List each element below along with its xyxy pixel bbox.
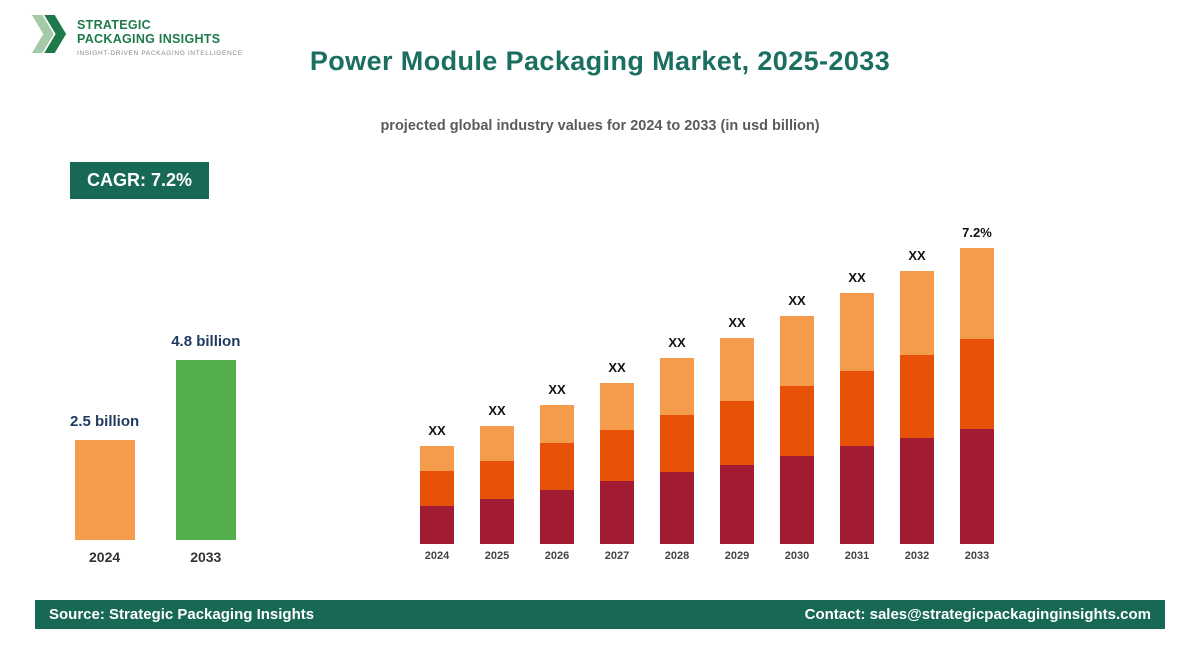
footer-bar: Source: Strategic Packaging Insights Con… [35,600,1165,629]
bar-value-label: XX [608,360,626,375]
segment-middle [960,339,994,429]
highlight-bar-group-2024: 2.5 billion 2024 [70,413,139,565]
logo: STRATEGIC PACKAGING INSIGHTS INSIGHT-DRI… [30,12,243,57]
segment-bottom [540,490,574,544]
segment-top [960,248,994,339]
bar-year-label: 2024 [424,550,450,562]
segment-top [720,338,754,401]
bar-value-label: 7.2% [962,225,992,240]
bar-year-label: 2030 [784,550,810,562]
segment-middle [420,471,454,506]
bar-year-label: 2029 [724,550,750,562]
highlight-value-label: 2.5 billion [70,413,140,430]
page-title: Power Module Packaging Market, 2025-2033 [309,46,891,76]
segment-top [540,405,574,443]
logo-name-line2: PACKAGING INSIGHTS [77,32,221,46]
bar-stack [840,293,874,544]
stacked-bar-group-2029: XX 2029 [720,315,754,562]
segment-middle [660,415,694,472]
page-subtitle: projected global industry values for 202… [380,118,820,134]
bar-year-label: 2027 [604,550,630,562]
highlight-bar-group-2033: 4.8 billion 2033 [171,333,240,565]
bar-year-label: 2031 [844,550,870,562]
segment-bottom [720,465,754,544]
source-text: Source: Strategic Packaging Insights [49,606,315,623]
segment-top [780,316,814,386]
bar-year-label: 2025 [484,550,510,562]
stacked-bar-group-2030: XX 2030 [780,293,814,562]
bar-value-label: XX [428,423,446,438]
segment-middle [600,430,634,481]
cagr-badge: CAGR: 7.2% [70,162,210,199]
logo-text: STRATEGIC PACKAGING INSIGHTS INSIGHT-DRI… [77,12,243,57]
stacked-bar-group-2026: XX 2026 [540,382,574,562]
segment-middle [480,461,514,499]
highlight-bar [74,440,135,540]
stacked-bar-group-2028: XX 2028 [660,335,694,562]
logo-name-line1: STRATEGIC [77,18,151,32]
contact-text: Contact: sales@strategicpackaginginsight… [804,606,1151,623]
bar-value-label: XX [848,270,866,285]
segment-bottom [660,472,694,544]
stacked-bar-chart: XX 2024 XX 2025 XX 2026 XX 2027 XX 2028 XX 2029 XX 20… [420,225,994,562]
logo-chevron-icon [31,15,67,53]
segment-bottom [480,499,514,544]
stacked-bar-group-2025: XX 2025 [480,403,514,562]
bar-stack [600,383,634,544]
highlight-year-label: 2024 [89,549,121,565]
stacked-bar-group-2033: 7.2% 2033 [960,225,994,562]
stacked-bar-group-2032: XX 2032 [900,248,934,562]
segment-top [840,293,874,371]
stacked-bar-group-2024: XX 2024 [420,423,454,562]
bar-value-label: XX [788,293,806,308]
highlight-year-label: 2033 [190,549,222,565]
segment-top [420,446,454,471]
bar-year-label: 2032 [904,550,930,562]
highlight-comparison-chart: 2.5 billion 2024 4.8 billion 2033 [70,320,240,565]
segment-bottom [420,506,454,544]
bar-stack [660,358,694,544]
segment-middle [900,355,934,438]
bar-stack [480,426,514,544]
segment-middle [840,371,874,446]
bar-value-label: XX [908,248,926,263]
bar-stack [960,248,994,544]
logo-tagline: INSIGHT-DRIVEN PACKAGING INTELLIGENCE [77,50,243,57]
segment-middle [540,443,574,490]
segment-top [900,271,934,355]
bar-value-label: XX [668,335,686,350]
stacked-bar-group-2027: XX 2027 [600,360,634,562]
bar-year-label: 2026 [544,550,570,562]
segment-bottom [960,429,994,544]
segment-top [660,358,694,415]
stacked-bar-group-2031: XX 2031 [840,270,874,562]
segment-middle [720,401,754,465]
segment-top [480,426,514,461]
bar-stack [540,405,574,544]
bar-value-label: XX [548,382,566,397]
bar-stack [420,446,454,544]
bar-stack [900,271,934,544]
segment-bottom [900,438,934,544]
bar-year-label: 2028 [664,550,690,562]
segment-top [600,383,634,430]
bar-value-label: XX [728,315,746,330]
bar-stack [780,316,814,544]
bar-value-label: XX [488,403,506,418]
bar-year-label: 2033 [964,550,990,562]
segment-bottom [840,446,874,544]
segment-bottom [780,456,814,544]
segment-middle [780,386,814,456]
segment-bottom [600,481,634,544]
highlight-value-label: 4.8 billion [171,333,241,350]
highlight-bar [175,360,236,540]
bar-stack [720,338,754,544]
